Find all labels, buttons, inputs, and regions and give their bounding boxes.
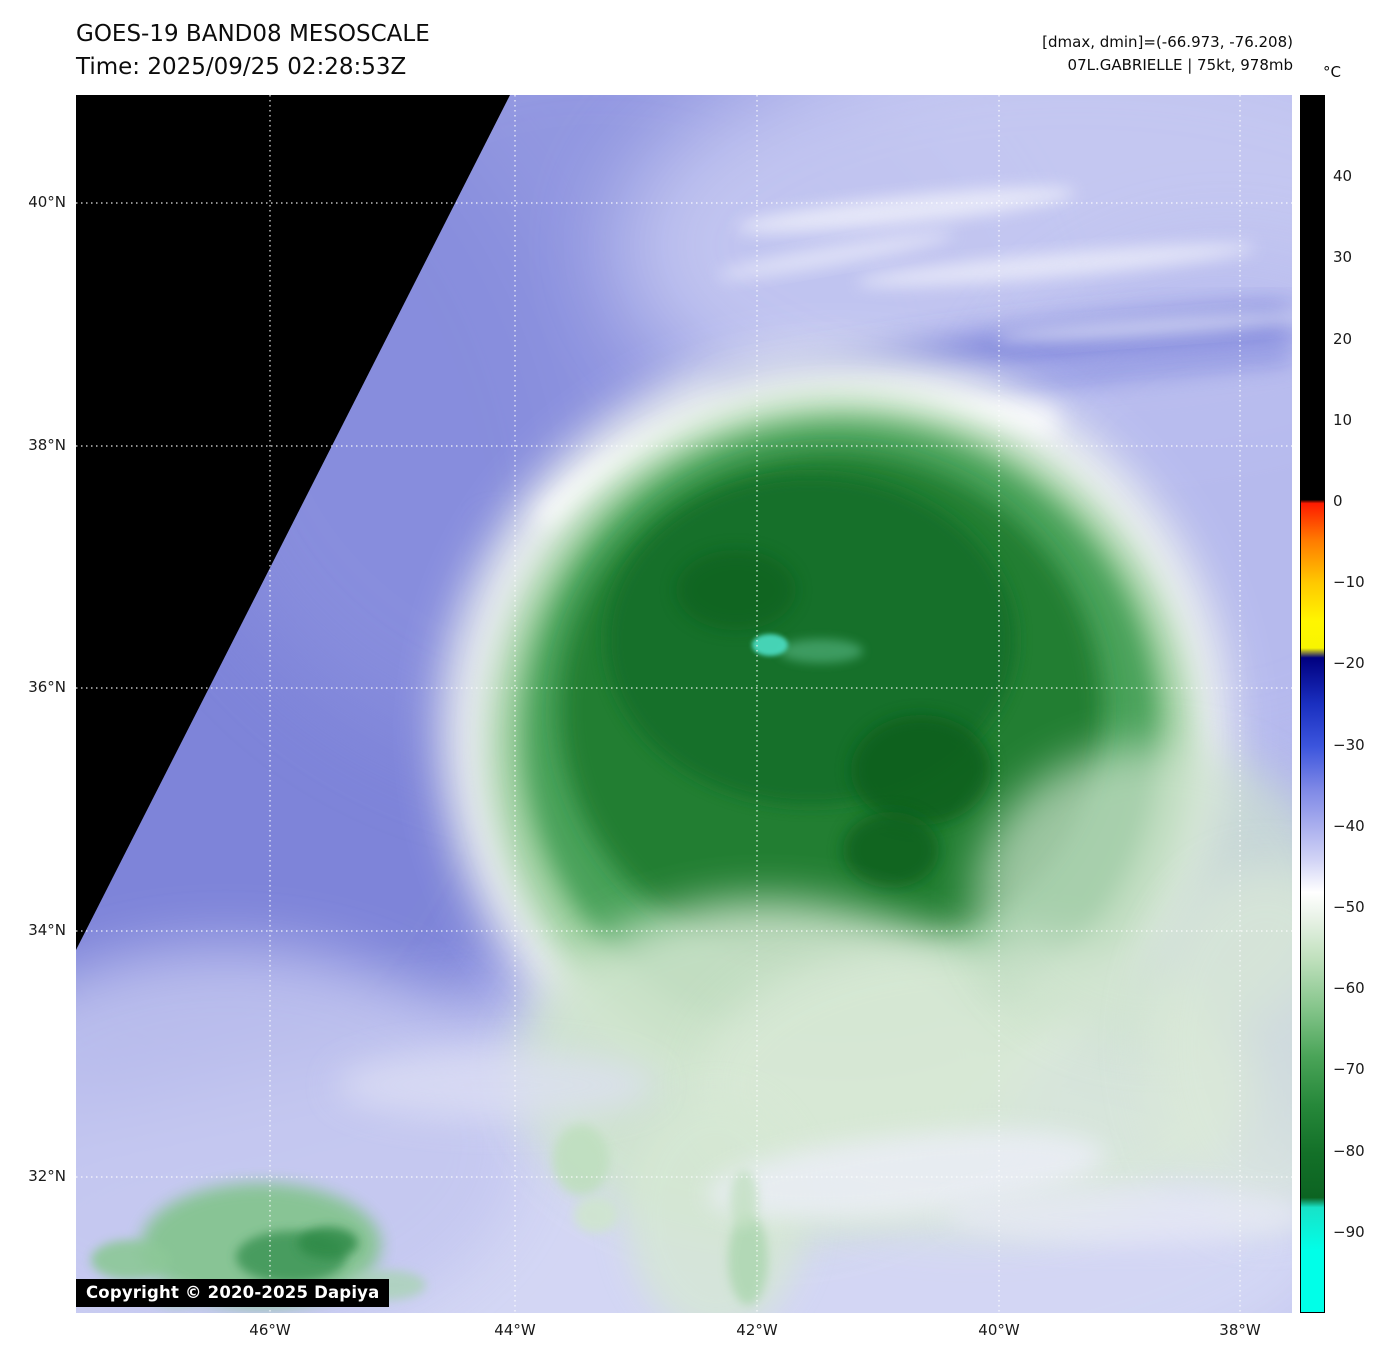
lon-label-46w: 46°W (249, 1321, 291, 1339)
colorbar-tick-m10: −10 (1333, 573, 1365, 591)
colorbar-tick-0: 0 (1333, 492, 1343, 510)
product-title: GOES-19 BAND08 MESOSCALE (76, 21, 430, 47)
lat-label-32n: 32°N (28, 1167, 66, 1185)
storm-center-eye (752, 634, 788, 656)
lon-label-40w: 40°W (978, 1321, 1020, 1339)
lon-label-44w: 44°W (494, 1321, 536, 1339)
satellite-image (76, 95, 1292, 1313)
colorbar-tick-m30: −30 (1333, 736, 1365, 754)
colorbar-tick-m60: −60 (1333, 979, 1365, 997)
colorbar-tick-40: 40 (1333, 167, 1353, 185)
graticule (76, 95, 1292, 1313)
colorbar-tick-10: 10 (1333, 411, 1353, 429)
dmax-dmin-readout: [dmax, dmin]=(-66.973, -76.208) (1042, 33, 1293, 51)
timestamp: Time: 2025/09/25 02:28:53Z (76, 54, 407, 80)
colorbar-tick-m40: −40 (1333, 817, 1365, 835)
colorbar-tick-20: 20 (1333, 330, 1353, 348)
lat-label-36n: 36°N (28, 678, 66, 696)
colorbar-tick-30: 30 (1333, 248, 1353, 266)
copyright-badge: Copyright © 2020-2025 Dapiya (76, 1279, 390, 1307)
no-data-region (76, 95, 510, 950)
header-stats: [dmax, dmin]=(-66.973, -76.208) 07L.GABR… (1042, 31, 1293, 77)
lat-label-34n: 34°N (28, 921, 66, 939)
lon-label-38w: 38°W (1219, 1321, 1261, 1339)
colorbar-tick-m20: −20 (1333, 654, 1365, 672)
lon-label-42w: 42°W (736, 1321, 778, 1339)
colorbar-unit: °C (1323, 63, 1341, 81)
lat-label-40n: 40°N (28, 193, 66, 211)
storm-info: 07L.GABRIELLE | 75kt, 978mb (1067, 56, 1293, 74)
colorbar-tick-m90: −90 (1333, 1223, 1365, 1241)
colorbar-tick-m50: −50 (1333, 898, 1365, 916)
colorbar (1300, 95, 1325, 1313)
lat-label-38n: 38°N (28, 436, 66, 454)
satellite-map: Copyright © 2020-2025 Dapiya (76, 95, 1292, 1313)
colorbar-tick-m70: −70 (1333, 1060, 1365, 1078)
colorbar-tick-m80: −80 (1333, 1142, 1365, 1160)
title-block: GOES-19 BAND08 MESOSCALE Time: 2025/09/2… (76, 18, 430, 84)
